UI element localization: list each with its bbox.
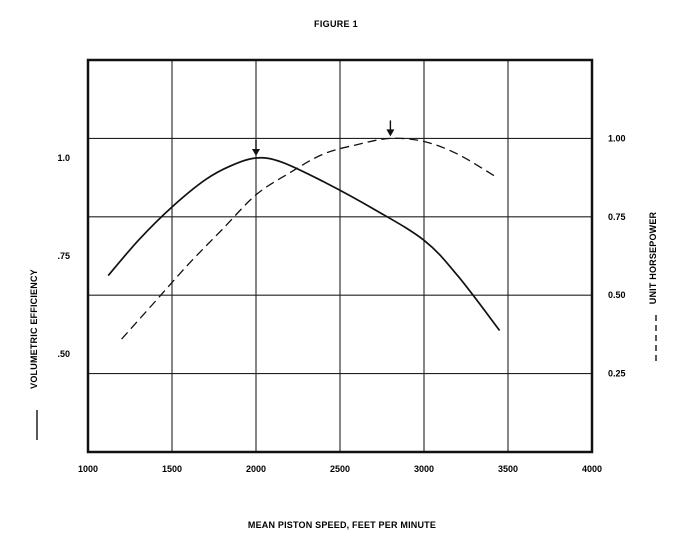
x-tick-label: 1500	[162, 464, 182, 474]
chart-title: FIGURE 1	[314, 19, 358, 29]
x-tick-label: 3500	[498, 464, 518, 474]
y-left-tick-label: 1.0	[57, 153, 70, 163]
y-left-tick-label: .75	[57, 251, 70, 261]
y-right-tick-label: 0.75	[608, 212, 626, 222]
x-tick-label: 3000	[414, 464, 434, 474]
y-axis-label-right: UNIT HORSEPOWER	[648, 211, 658, 304]
plot-frame	[86, 58, 594, 454]
grid	[88, 60, 592, 452]
x-tick-label: 2500	[330, 464, 350, 474]
x-axis-label: MEAN PISTON SPEED, FEET PER MINUTE	[248, 520, 436, 530]
y-left-tick-label: .50	[57, 349, 70, 359]
x-tick-label: 4000	[582, 464, 602, 474]
y-right-tick-label: 0.25	[608, 369, 626, 379]
y-right-tick-label: 1.00	[608, 133, 626, 143]
y-right-tick-label: 0.50	[608, 290, 626, 300]
x-tick-label: 1000	[78, 464, 98, 474]
peak-arrow-icon	[252, 149, 260, 156]
tick-labels: 1000 1500 2000 2500 3000 3500 4000 0.25 0.50 0.75…	[57, 133, 625, 474]
x-tick-label: 2000	[246, 464, 266, 474]
peak-arrow-icon	[386, 129, 395, 137]
series-line-volumetric-efficiency	[107, 156, 501, 332]
series-group	[107, 120, 501, 340]
y-axis-label-left: VOLUMETRIC EFFICIENCY	[29, 269, 39, 389]
series-line-unit-horsepower	[121, 137, 495, 340]
